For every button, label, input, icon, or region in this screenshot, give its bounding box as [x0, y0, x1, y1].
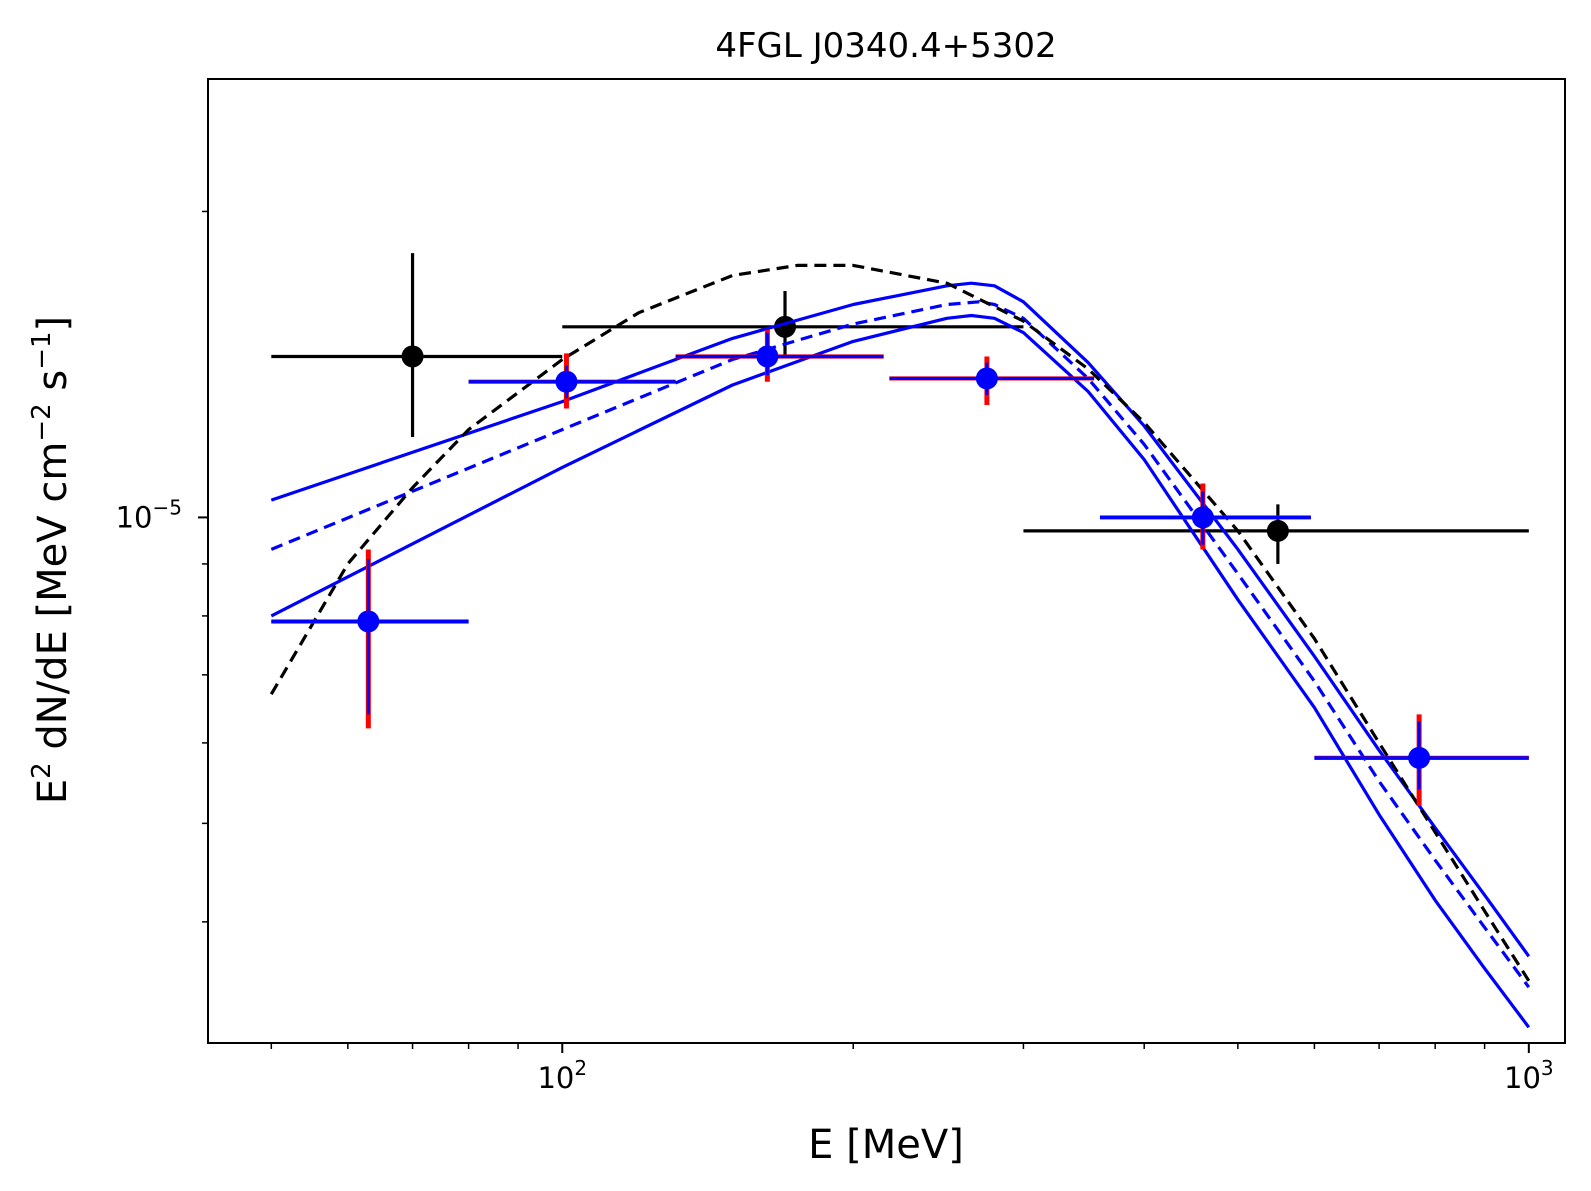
blue-data-point [756, 345, 779, 368]
y-tick-exponent: −5 [153, 495, 182, 519]
x-tick-label: 103 [1504, 1056, 1554, 1095]
y-label-sup: −2 [27, 403, 57, 441]
y-tick-base: 10 [116, 500, 153, 534]
x-axis-label: E [MeV] [808, 1122, 964, 1168]
y-label-part: dN/dE [MeV cm [30, 442, 76, 763]
blue-data-point [555, 370, 578, 393]
chart-title: 4FGL J0340.4+5302 [715, 26, 1056, 66]
y-tick-label: 10−5 [116, 495, 182, 534]
black-model-dashed [269, 263, 1531, 982]
blue-data-point [975, 367, 998, 390]
blue-model-dashed [270, 300, 1531, 989]
x-tick-label: 102 [537, 1056, 587, 1095]
plot-area [269, 253, 1531, 1029]
y-label-sup: 2 [27, 762, 57, 779]
y-label-part: E [30, 779, 76, 804]
x-tick-base: 10 [537, 1061, 574, 1095]
x-tick-exponent: 2 [574, 1056, 587, 1080]
y-axis-label: E2 dN/dE [MeV cm−2 s−1] [27, 316, 76, 804]
plot-frame [207, 78, 1566, 1044]
y-label-part: s [30, 370, 76, 404]
y-label-sup: −1 [27, 331, 57, 369]
blue-model-upper-band [270, 281, 1531, 958]
blue-data-point [1408, 746, 1431, 769]
blue-data-point [357, 610, 380, 633]
x-tick-exponent: 3 [1541, 1056, 1554, 1080]
black-data-point [401, 345, 424, 368]
blue-data-point [1191, 506, 1214, 529]
y-label-part: ] [30, 316, 76, 332]
x-tick-base: 10 [1504, 1061, 1541, 1095]
blue-model-lower-band [270, 313, 1531, 1029]
black-data-point [1266, 519, 1289, 542]
